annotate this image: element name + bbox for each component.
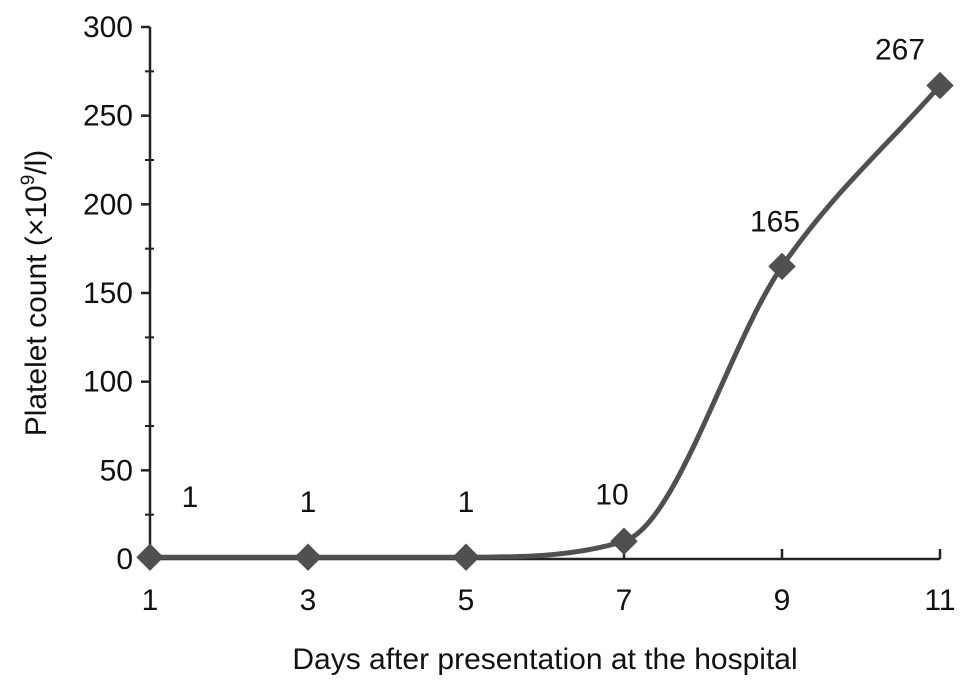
data-label: 1 <box>300 486 317 519</box>
series-layer <box>136 71 954 571</box>
x-tick-label: 3 <box>300 584 317 617</box>
x-tick-label: 11 <box>924 584 955 617</box>
data-point-marker <box>294 543 322 571</box>
x-tick-label: 9 <box>774 584 791 617</box>
y-ticks: 0 50 100 150 200 250 300 <box>83 11 154 576</box>
y-tick-label: 50 <box>100 454 133 487</box>
y-tick-label: 100 <box>83 366 133 399</box>
x-ticks: 1 3 5 7 9 11 <box>142 549 956 617</box>
data-label: 267 <box>875 34 925 67</box>
series-line <box>150 83 942 560</box>
data-point-marker <box>926 71 954 100</box>
y-tick-label: 250 <box>83 100 133 133</box>
data-point-marker <box>452 543 480 571</box>
data-point-marker <box>768 252 796 281</box>
x-axis-title: Days after presentation at the hospital <box>292 643 797 676</box>
data-point-marker <box>136 543 164 571</box>
y-axis-title: Platelet count (×109/l) <box>18 150 53 437</box>
y-tick-label: 200 <box>83 188 133 221</box>
data-point-marker <box>610 527 638 555</box>
y-axis-title-superscript: 9 <box>18 175 39 186</box>
axes <box>148 27 940 561</box>
x-tick-label: 7 <box>616 584 633 617</box>
x-tick-label: 5 <box>458 584 475 617</box>
data-label: 10 <box>595 478 628 511</box>
x-tick-label: 1 <box>142 584 159 617</box>
data-label: 1 <box>458 486 475 519</box>
data-labels: 1 1 1 10 165 267 <box>182 34 925 520</box>
data-label: 165 <box>750 205 800 238</box>
y-tick-label: 150 <box>83 277 133 310</box>
y-axis-title-suffix: /l) <box>20 150 53 175</box>
data-label: 1 <box>182 481 199 514</box>
y-tick-label: 0 <box>116 543 133 576</box>
y-tick-label: 300 <box>83 11 133 44</box>
y-axis-title-prefix: Platelet count (×10 <box>20 185 53 436</box>
